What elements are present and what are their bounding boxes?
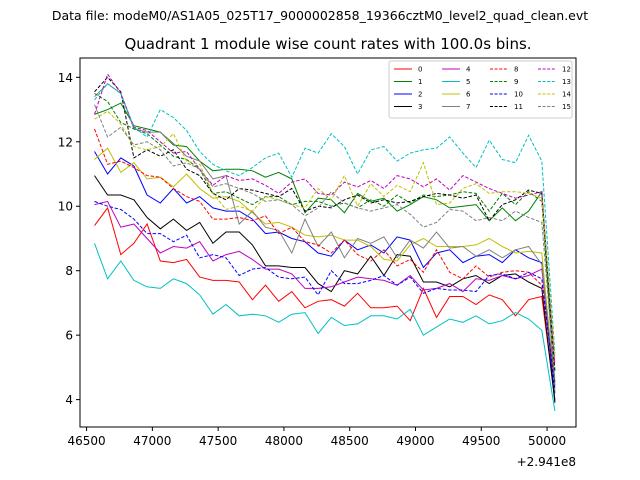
legend-box — [388, 60, 573, 119]
series-line-7 — [94, 83, 556, 387]
x-tick-label: 49500 — [462, 434, 500, 448]
series-line-2 — [94, 151, 556, 402]
legend-label-5: 5 — [466, 78, 470, 86]
legend-label-2: 2 — [418, 91, 422, 99]
legend-label-8: 8 — [514, 66, 518, 74]
data-file-caption: Data file: modeM0/AS1A05_025T17_90000028… — [52, 8, 588, 23]
series-line-8 — [94, 128, 556, 382]
legend-label-15: 15 — [562, 103, 571, 111]
legend-label-1: 1 — [418, 78, 422, 86]
x-tick-label: 48000 — [265, 434, 303, 448]
series-line-9 — [94, 92, 556, 384]
legend-label-12: 12 — [562, 66, 571, 74]
y-tick-label: 10 — [58, 200, 73, 214]
y-tick-label: 14 — [58, 71, 73, 85]
x-tick-label: 50000 — [528, 434, 566, 448]
series-line-14 — [94, 110, 556, 357]
y-tick-label: 8 — [65, 264, 73, 278]
axis-ticks: 46500 47000 47500 48000 48500 49000 49500 50000… — [58, 71, 566, 448]
legend-label-9: 9 — [514, 78, 518, 86]
axes-frame — [79, 57, 577, 428]
legend-label-13: 13 — [562, 78, 571, 86]
x-tick-label: 48500 — [331, 434, 369, 448]
legend-label-10: 10 — [514, 91, 523, 99]
y-tick-label: 6 — [65, 329, 73, 343]
series-line-0 — [94, 206, 556, 400]
legend-label-11: 11 — [514, 103, 523, 111]
plot-area — [94, 72, 556, 411]
series-line-5 — [94, 243, 556, 411]
legend-label-4: 4 — [466, 66, 471, 74]
series-line-1 — [94, 102, 556, 394]
series-line-10 — [94, 200, 556, 390]
legend-label-7: 7 — [466, 103, 470, 111]
series-line-4 — [94, 200, 556, 386]
x-tick-label: 49000 — [396, 434, 434, 448]
series-line-11 — [94, 76, 556, 371]
series-line-13 — [94, 83, 556, 353]
x-axis-offset-label: +2.941e8 — [517, 455, 576, 469]
series-line-3 — [94, 175, 556, 403]
x-tick-label: 46500 — [67, 434, 105, 448]
chart-title: Quadrant 1 module wise count rates with … — [124, 35, 531, 53]
legend-label-6: 6 — [466, 91, 471, 99]
series-line-12 — [94, 72, 556, 365]
legend-label-0: 0 — [418, 66, 422, 74]
series-line-6 — [94, 147, 556, 390]
legend-label-14: 14 — [562, 91, 571, 99]
y-tick-label: 12 — [58, 135, 73, 149]
y-tick-label: 4 — [65, 393, 73, 407]
x-tick-label: 47500 — [199, 434, 237, 448]
legend-label-3: 3 — [418, 103, 422, 111]
series-line-15 — [94, 104, 556, 381]
x-tick-label: 47000 — [133, 434, 171, 448]
